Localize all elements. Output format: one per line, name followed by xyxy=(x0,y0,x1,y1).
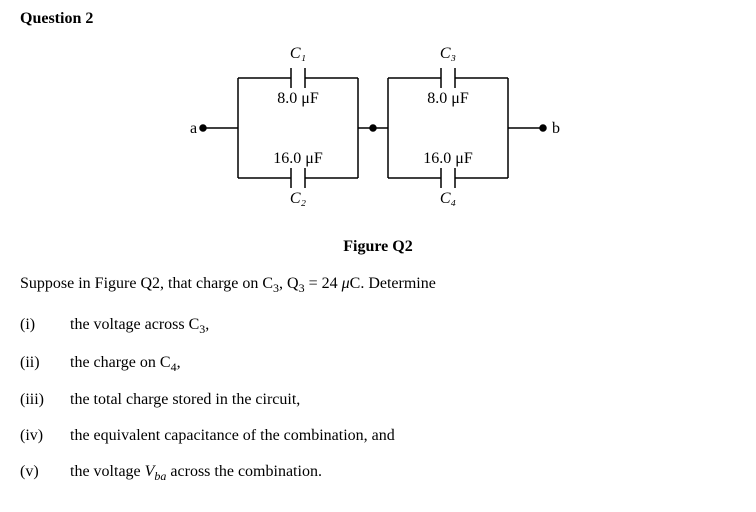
prompt-p2: , Q xyxy=(279,275,299,292)
label-b: b xyxy=(552,120,560,137)
part-v-vs: ba xyxy=(154,469,166,483)
part-i-t2: , xyxy=(205,316,209,333)
circuit-svg: a b C₁ 8.0 μF 16.0 μF C₂ C₃ 8.0 μF 16.0 … xyxy=(168,38,588,218)
label-c4: C₄ xyxy=(440,190,456,207)
question-title: Question 2 xyxy=(20,10,736,28)
part-i-label: (i) xyxy=(20,313,70,338)
part-ii-text: the charge on C4, xyxy=(70,351,181,376)
prompt-text: Suppose in Figure Q2, that charge on C3,… xyxy=(20,271,736,298)
part-i-t1: the voltage across C xyxy=(70,316,199,333)
part-ii: (ii) the charge on C4, xyxy=(20,351,736,376)
part-v-t2: across the combination. xyxy=(166,463,322,480)
label-c2: C₂ xyxy=(290,190,307,207)
part-ii-t2: , xyxy=(177,354,181,371)
label-c1: C₁ xyxy=(290,45,306,62)
part-v-t1: the voltage xyxy=(70,463,145,480)
part-iii: (iii) the total charge stored in the cir… xyxy=(20,388,736,412)
prompt-p4: C. Determine xyxy=(350,275,436,292)
part-iii-label: (iii) xyxy=(20,388,70,412)
part-v-text: the voltage Vba across the combination. xyxy=(70,460,322,485)
part-v-label: (v) xyxy=(20,460,70,485)
label-c3: C₃ xyxy=(440,45,456,62)
label-c4-val: 16.0 μF xyxy=(423,150,473,167)
label-a: a xyxy=(190,120,197,137)
part-ii-t1: the charge on C xyxy=(70,354,171,371)
part-iv-label: (iv) xyxy=(20,424,70,448)
label-c2-val: 16.0 μF xyxy=(273,150,323,167)
parts-list: (i) the voltage across C3, (ii) the char… xyxy=(20,313,736,485)
part-iv-text: the equivalent capacitance of the combin… xyxy=(70,424,395,448)
part-i-text: the voltage across C3, xyxy=(70,313,209,338)
prompt-p3: = 24 xyxy=(305,275,342,292)
part-v-vi: V xyxy=(145,463,155,480)
prompt-p1: Suppose in Figure Q2, that charge on C xyxy=(20,275,273,292)
part-iv: (iv) the equivalent capacitance of the c… xyxy=(20,424,736,448)
circuit-diagram: a b C₁ 8.0 μF 16.0 μF C₂ C₃ 8.0 μF 16.0 … xyxy=(20,38,736,218)
prompt-p3-unit: μ xyxy=(342,275,350,292)
figure-caption: Figure Q2 xyxy=(20,238,736,256)
label-c3-val: 8.0 μF xyxy=(427,90,469,107)
part-iii-text: the total charge stored in the circuit, xyxy=(70,388,300,412)
part-ii-label: (ii) xyxy=(20,351,70,376)
label-c1-val: 8.0 μF xyxy=(277,90,319,107)
part-v: (v) the voltage Vba across the combinati… xyxy=(20,460,736,485)
part-i: (i) the voltage across C3, xyxy=(20,313,736,338)
